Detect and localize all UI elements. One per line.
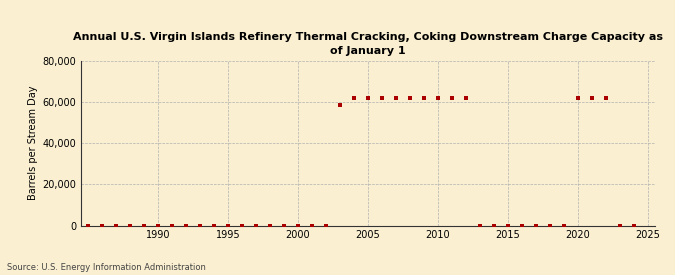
Point [167, 223, 178, 228]
Point [180, 223, 191, 228]
Point [572, 95, 583, 100]
Point [460, 95, 471, 100]
Point [348, 95, 359, 100]
Point [600, 95, 611, 100]
Point [587, 95, 597, 100]
Point [279, 223, 290, 228]
Title: Annual U.S. Virgin Islands Refinery Thermal Cracking, Coking Downstream Charge C: Annual U.S. Virgin Islands Refinery Ther… [73, 32, 663, 56]
Point [82, 223, 93, 228]
Point [390, 95, 401, 100]
Point [433, 95, 443, 100]
Point [306, 223, 317, 228]
Point [446, 95, 457, 100]
Point [292, 223, 303, 228]
Point [69, 223, 80, 228]
Point [209, 223, 219, 228]
Point [404, 95, 415, 100]
Y-axis label: Barrels per Stream Day: Barrels per Stream Day [28, 86, 38, 200]
Point [223, 223, 234, 228]
Point [531, 223, 541, 228]
Point [516, 223, 527, 228]
Point [250, 223, 261, 228]
Point [502, 223, 513, 228]
Text: Source: U.S. Energy Information Administration: Source: U.S. Energy Information Administ… [7, 263, 206, 272]
Point [558, 223, 569, 228]
Point [377, 95, 387, 100]
Point [628, 223, 639, 228]
Point [545, 223, 556, 228]
Point [236, 223, 247, 228]
Point [153, 223, 163, 228]
Point [321, 223, 331, 228]
Point [418, 95, 429, 100]
Point [111, 223, 122, 228]
Point [265, 223, 275, 228]
Point [475, 223, 485, 228]
Point [362, 95, 373, 100]
Point [125, 223, 136, 228]
Point [335, 103, 346, 107]
Point [138, 223, 149, 228]
Point [194, 223, 205, 228]
Point [97, 223, 107, 228]
Point [614, 223, 625, 228]
Point [489, 223, 500, 228]
